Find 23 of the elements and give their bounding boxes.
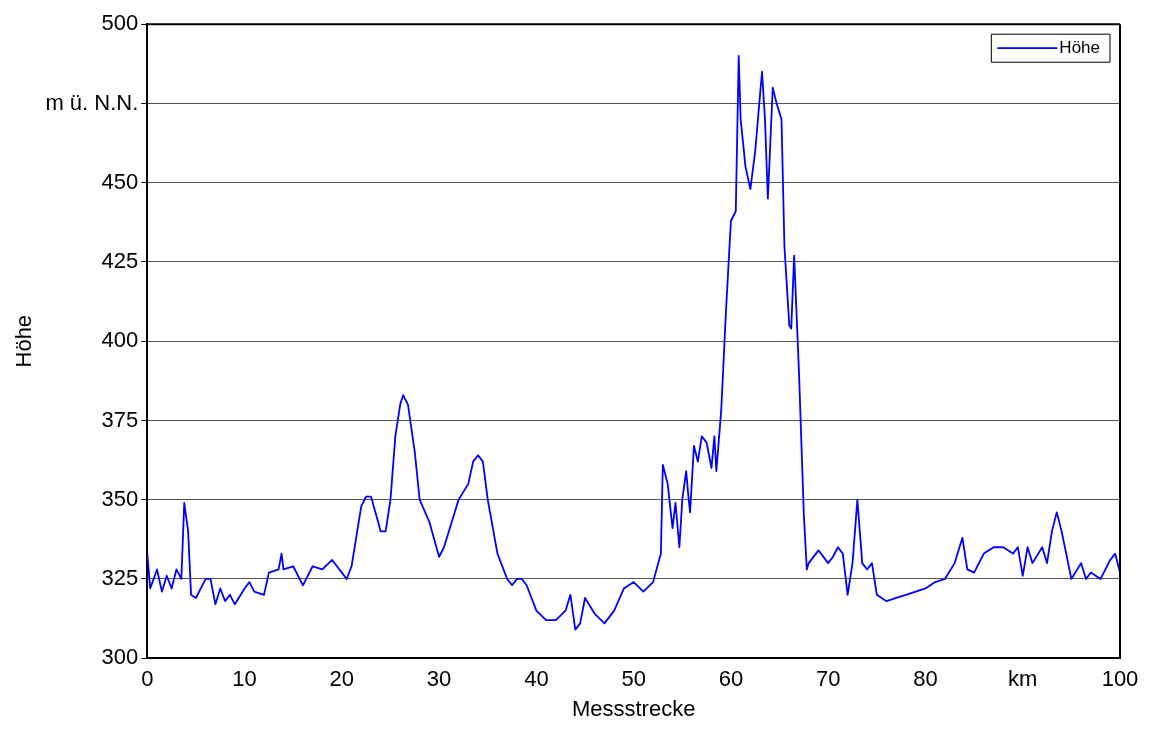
y-tick-label: m ü. N.N. bbox=[45, 89, 139, 115]
x-tick-label: km bbox=[1008, 666, 1038, 692]
y-tick-label: 300 bbox=[101, 644, 139, 670]
x-tick-label: 30 bbox=[426, 666, 452, 692]
x-tick-label: 20 bbox=[329, 666, 355, 692]
y-tick-label: 450 bbox=[101, 168, 139, 194]
y-tick-label: 425 bbox=[101, 248, 139, 274]
y-tick-label: 500 bbox=[101, 10, 139, 36]
x-tick-label: 50 bbox=[621, 666, 646, 692]
x-tick-label: 80 bbox=[913, 666, 938, 692]
x-tick-label: 0 bbox=[141, 666, 154, 692]
y-axis-title: Höhe bbox=[11, 314, 37, 368]
y-tick-label: 400 bbox=[101, 327, 139, 353]
x-tick-label: 10 bbox=[232, 666, 257, 692]
x-tick-label: 60 bbox=[718, 666, 744, 692]
y-tick-label: 350 bbox=[101, 485, 139, 511]
x-axis-title: Messstrecke bbox=[571, 695, 696, 721]
x-tick-label: 70 bbox=[815, 666, 841, 692]
x-tick-label: 40 bbox=[524, 666, 549, 692]
y-tick-label: 375 bbox=[101, 406, 139, 432]
y-tick-label: 325 bbox=[101, 565, 139, 591]
x-tick-label: 100 bbox=[1101, 666, 1139, 692]
legend-label: Höhe bbox=[1059, 37, 1100, 57]
